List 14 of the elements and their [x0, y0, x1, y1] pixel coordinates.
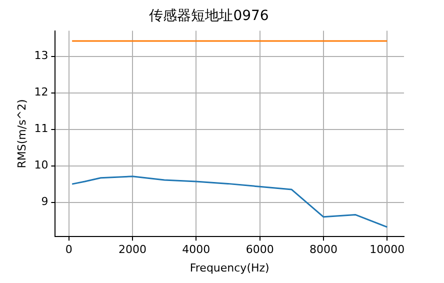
x-tick-label: 2000 — [118, 243, 147, 256]
y-tick-label: 12 — [34, 86, 48, 99]
x-axis-title: Frequency(Hz) — [190, 261, 270, 274]
y-tick-label: 11 — [34, 122, 48, 136]
x-tick-label: 10000 — [370, 243, 405, 256]
x-tick-label: 0 — [65, 243, 72, 256]
y-tick-label: 9 — [41, 195, 48, 208]
y-tick-label: 13 — [34, 49, 48, 62]
y-tick-label: 10 — [34, 158, 48, 172]
chart-title: 传感器短地址0976 — [149, 8, 269, 24]
x-tick-label: 4000 — [182, 243, 210, 256]
x-tick-label: 6000 — [246, 243, 274, 256]
x-tick-label: 8000 — [309, 243, 338, 256]
y-axis-title: RMS(m/s^2) — [15, 99, 28, 168]
